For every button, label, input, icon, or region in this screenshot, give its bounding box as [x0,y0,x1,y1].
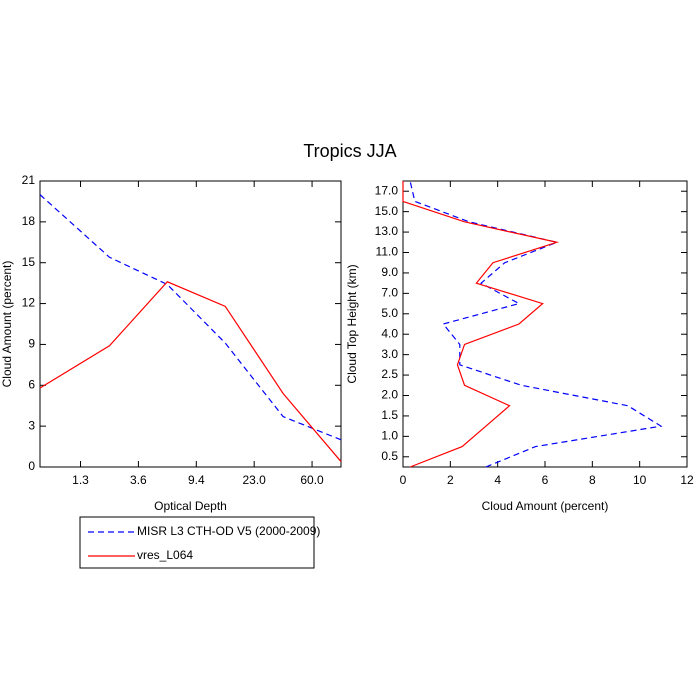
y-tick-label: 6 [28,377,35,391]
x-tick-label: 2 [447,473,454,487]
y-tick-label: 7.0 [381,286,398,300]
x-tick-label: 9.4 [188,473,205,487]
y-tick-label: 15 [22,255,36,269]
x-axis-label: Optical Depth [154,499,227,513]
chart-title: Tropics JJA [303,141,396,161]
x-tick-label: 8 [589,473,596,487]
x-axis-label: Cloud Amount (percent) [482,499,609,513]
y-tick-label: 13.0 [375,224,399,238]
y-axis-label: Cloud Amount (percent) [0,261,14,388]
legend-label: vres_L064 [137,548,193,562]
x-tick-label: 4 [494,473,501,487]
y-tick-label: 1.5 [381,408,398,422]
data-line [39,194,342,441]
x-tick-label: 1.3 [72,473,89,487]
y-tick-label: 12 [22,296,36,310]
y-tick-label: 11.0 [376,245,399,259]
x-tick-label: 12 [680,473,694,487]
plot-frame [402,180,688,468]
plot-frame [39,180,342,468]
y-tick-label: 2.5 [381,367,398,381]
y-tick-label: 9.0 [381,265,398,279]
legend-label: MISR L3 CTH-OD V5 (2000-2009) [137,524,320,538]
y-tick-label: 3.0 [381,347,398,361]
data-line [409,180,663,468]
y-tick-label: 18 [22,214,36,228]
x-tick-label: 6 [542,473,549,487]
y-tick-label: 21 [22,173,36,187]
y-tick-label: 2.0 [381,388,398,402]
x-tick-label: 60.0 [300,473,324,487]
y-tick-label: 1.0 [381,429,398,443]
x-tick-label: 23.0 [242,473,266,487]
x-tick-label: 0 [400,473,407,487]
data-line [402,181,560,468]
y-tick-label: 4.0 [381,326,398,340]
y-tick-label: 9 [28,337,35,351]
y-tick-label: 5.0 [381,306,398,320]
y-tick-label: 0.5 [381,449,398,463]
data-line [39,281,342,462]
x-tick-label: 3.6 [130,473,147,487]
y-tick-label: 15.0 [375,204,399,218]
y-tick-label: 17.0 [375,183,399,197]
legend-box [79,516,315,569]
y-tick-label: 3 [28,418,35,432]
y-axis-label: Cloud Top Height (km) [345,264,359,383]
x-tick-label: 10 [633,473,647,487]
y-tick-label: 0 [28,459,35,473]
